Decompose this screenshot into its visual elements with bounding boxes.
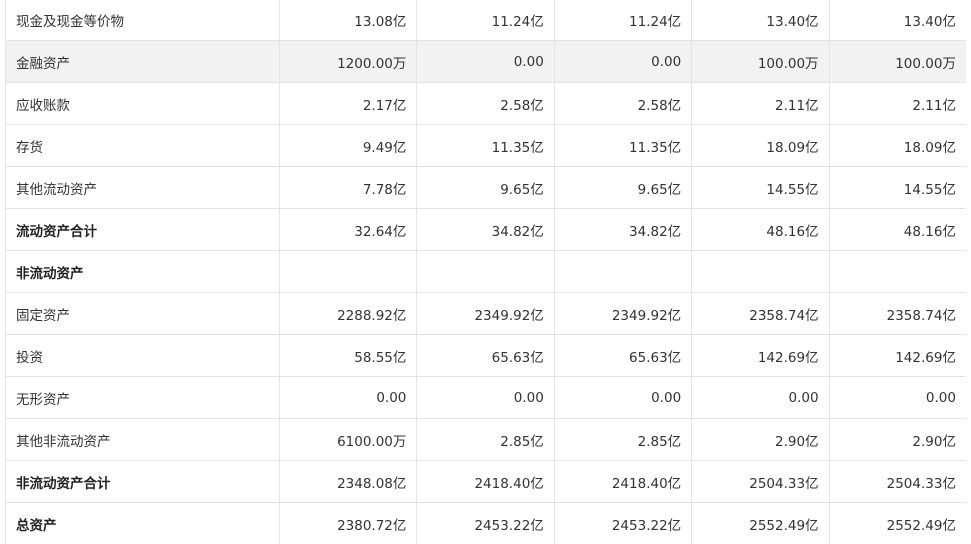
value-cell (416, 250, 555, 293)
value-cell: 2.58亿 (416, 82, 555, 125)
value-cell: 0.00 (691, 376, 830, 419)
value-cell: 18.09亿 (828, 124, 966, 167)
value-cell: 0.00 (553, 40, 693, 83)
value-cell: 2.58亿 (553, 82, 693, 125)
table-row: 金融资产 1200.00万 0.00 0.00 100.00万 100.00万 (5, 40, 966, 83)
value-cell: 100.00万 (691, 40, 830, 83)
value-cell: 2.85亿 (553, 418, 693, 461)
value-cell: 18.09亿 (691, 124, 830, 167)
value-cell: 2504.33亿 (828, 460, 966, 503)
value-cell: 100.00万 (828, 40, 966, 83)
value-cell: 142.69亿 (691, 334, 830, 377)
row-label: 无形资产 (5, 376, 280, 419)
value-cell: 13.40亿 (691, 0, 830, 41)
value-cell: 65.63亿 (416, 334, 555, 377)
value-cell: 65.63亿 (553, 334, 693, 377)
value-cell: 14.55亿 (828, 166, 966, 209)
row-label: 非流动资产 (5, 250, 280, 293)
value-cell (691, 250, 830, 293)
table-row: 流动资产合计 32.64亿 34.82亿 34.82亿 48.16亿 48.16亿 (5, 208, 966, 251)
value-cell: 48.16亿 (828, 208, 966, 251)
value-cell: 11.24亿 (416, 0, 555, 41)
value-cell: 6100.00万 (278, 418, 418, 461)
row-label: 投资 (5, 334, 280, 377)
value-cell: 2.90亿 (828, 418, 966, 461)
value-cell: 2288.92亿 (278, 292, 418, 335)
table-row: 其他非流动资产 6100.00万 2.85亿 2.85亿 2.90亿 2.90亿 (5, 418, 966, 461)
value-cell: 2552.49亿 (828, 502, 966, 544)
value-cell: 13.40亿 (828, 0, 966, 41)
value-cell: 2504.33亿 (691, 460, 830, 503)
row-label: 非流动资产合计 (5, 460, 280, 503)
value-cell: 9.65亿 (553, 166, 693, 209)
value-cell: 11.35亿 (416, 124, 555, 167)
row-label: 流动资产合计 (5, 208, 280, 251)
table-row: 投资 58.55亿 65.63亿 65.63亿 142.69亿 142.69亿 (5, 334, 966, 377)
table-row: 非流动资产 (5, 250, 966, 293)
value-cell (828, 250, 966, 293)
value-cell: 2.11亿 (691, 82, 830, 125)
row-label: 其他流动资产 (5, 166, 280, 209)
table-row: 其他流动资产 7.78亿 9.65亿 9.65亿 14.55亿 14.55亿 (5, 166, 966, 209)
table-row: 存货 9.49亿 11.35亿 11.35亿 18.09亿 18.09亿 (5, 124, 966, 167)
table-row: 总资产 2380.72亿 2453.22亿 2453.22亿 2552.49亿 2552.… (5, 502, 966, 544)
balance-sheet-body: 现金及现金等价物 13.08亿 11.24亿 11.24亿 13.40亿 13.40亿 金融… (5, 0, 966, 544)
value-cell: 2348.08亿 (278, 460, 418, 503)
value-cell: 2552.49亿 (691, 502, 830, 544)
table-row: 应收账款 2.17亿 2.58亿 2.58亿 2.11亿 2.11亿 (5, 82, 966, 125)
value-cell: 0.00 (416, 40, 555, 83)
value-cell: 2453.22亿 (553, 502, 693, 544)
value-cell: 2418.40亿 (416, 460, 555, 503)
value-cell: 2.17亿 (278, 82, 418, 125)
value-cell: 34.82亿 (416, 208, 555, 251)
row-label: 金融资产 (5, 40, 280, 83)
value-cell: 9.49亿 (278, 124, 418, 167)
row-label: 固定资产 (5, 292, 280, 335)
value-cell: 7.78亿 (278, 166, 418, 209)
value-cell: 2.11亿 (828, 82, 966, 125)
row-label: 现金及现金等价物 (5, 0, 280, 41)
value-cell: 9.65亿 (416, 166, 555, 209)
value-cell: 0.00 (416, 376, 555, 419)
value-cell: 2380.72亿 (278, 502, 418, 544)
value-cell: 11.24亿 (553, 0, 693, 41)
value-cell: 48.16亿 (691, 208, 830, 251)
value-cell: 2358.74亿 (828, 292, 966, 335)
row-label: 总资产 (5, 502, 280, 544)
table-row: 固定资产 2288.92亿 2349.92亿 2349.92亿 2358.74亿 2358… (5, 292, 966, 335)
value-cell: 2349.92亿 (416, 292, 555, 335)
value-cell: 2.90亿 (691, 418, 830, 461)
table-row: 现金及现金等价物 13.08亿 11.24亿 11.24亿 13.40亿 13.40亿 (5, 0, 966, 41)
value-cell (278, 250, 418, 293)
value-cell: 0.00 (553, 376, 693, 419)
value-cell: 2358.74亿 (691, 292, 830, 335)
value-cell: 58.55亿 (278, 334, 418, 377)
row-label: 应收账款 (5, 82, 280, 125)
value-cell: 11.35亿 (553, 124, 693, 167)
value-cell: 32.64亿 (278, 208, 418, 251)
balance-sheet-table: 现金及现金等价物 13.08亿 11.24亿 11.24亿 13.40亿 13.40亿 金融… (5, 0, 966, 544)
row-label: 其他非流动资产 (5, 418, 280, 461)
value-cell: 2453.22亿 (416, 502, 555, 544)
value-cell: 14.55亿 (691, 166, 830, 209)
value-cell: 2418.40亿 (553, 460, 693, 503)
value-cell: 1200.00万 (278, 40, 418, 83)
value-cell: 2349.92亿 (553, 292, 693, 335)
balance-sheet-table-container: 现金及现金等价物 13.08亿 11.24亿 11.24亿 13.40亿 13.40亿 金融… (5, 0, 966, 544)
value-cell: 13.08亿 (278, 0, 418, 41)
value-cell: 0.00 (828, 376, 966, 419)
value-cell (553, 250, 693, 293)
value-cell: 0.00 (278, 376, 418, 419)
value-cell: 34.82亿 (553, 208, 693, 251)
row-label: 存货 (5, 124, 280, 167)
table-row: 无形资产 0.00 0.00 0.00 0.00 0.00 (5, 376, 966, 419)
value-cell: 2.85亿 (416, 418, 555, 461)
value-cell: 142.69亿 (828, 334, 966, 377)
table-row: 非流动资产合计 2348.08亿 2418.40亿 2418.40亿 2504.33亿 2… (5, 460, 966, 503)
